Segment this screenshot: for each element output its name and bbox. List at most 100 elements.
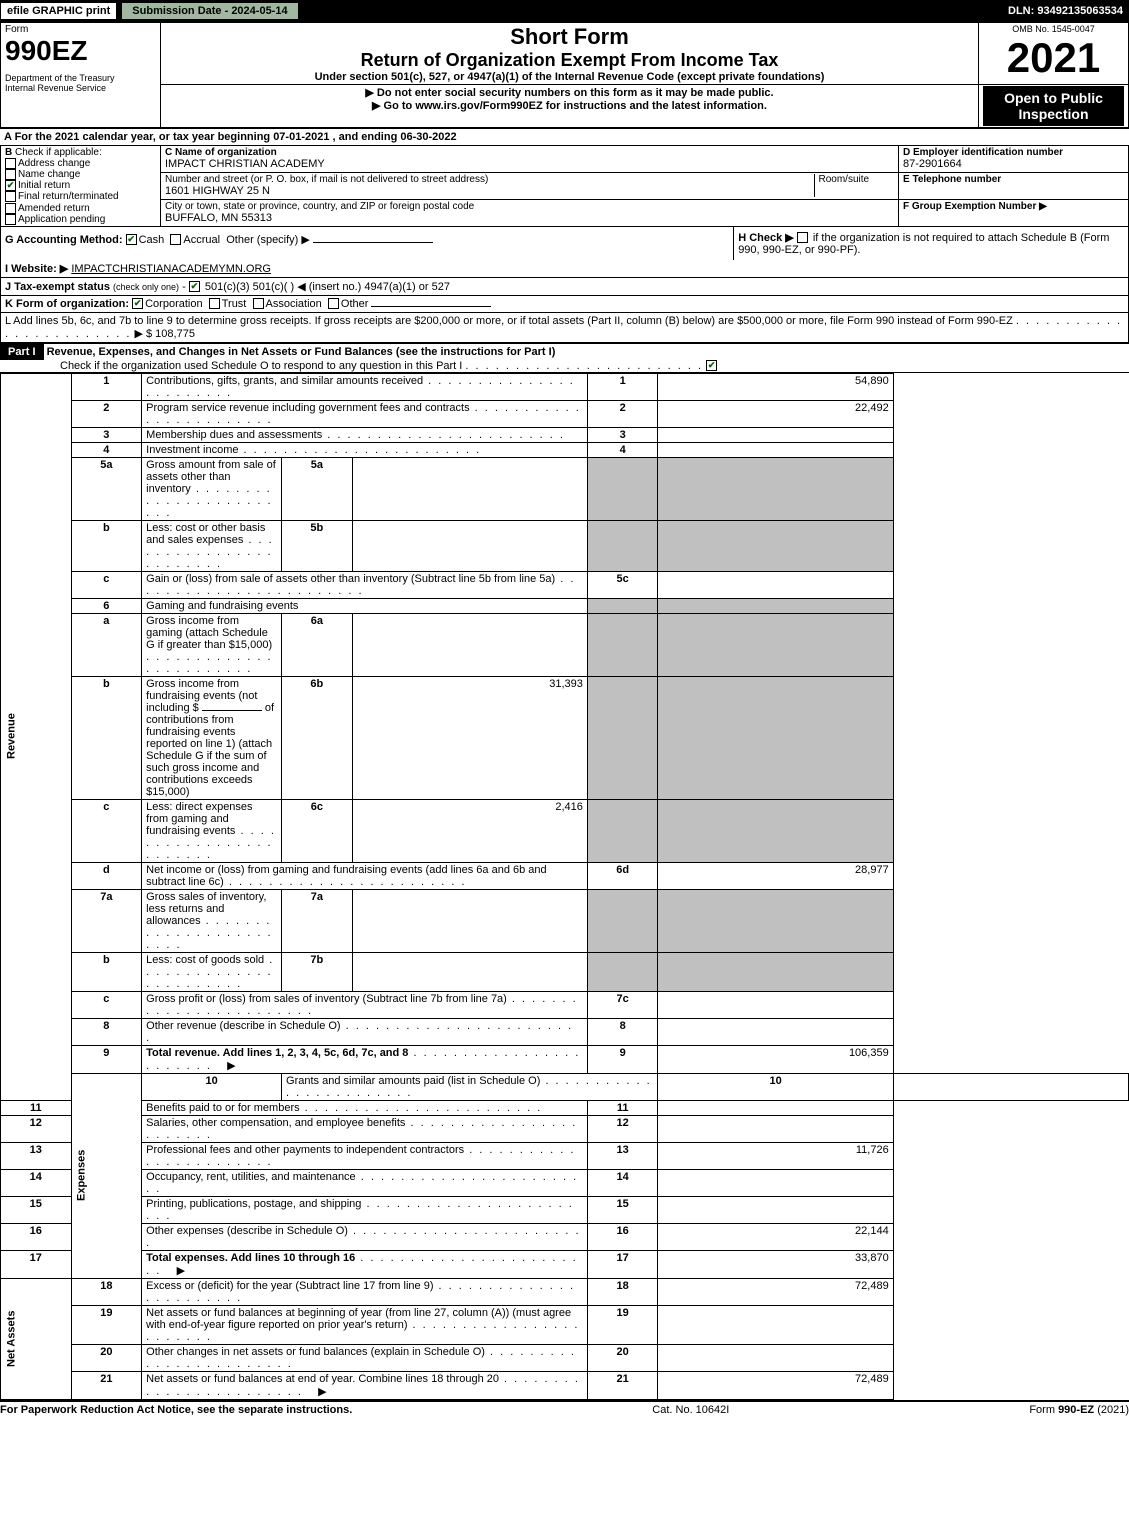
contributions-input[interactable] [202,710,262,711]
name-change-checkbox[interactable] [5,169,16,180]
final-return-checkbox[interactable] [5,191,16,202]
omb-number: OMB No. 1545-0047 [983,24,1124,34]
line-value: 11,726 [658,1142,893,1169]
website-instruction: ▶ Go to www.irs.gov/Form990EZ for instru… [165,99,974,112]
line-row: 4Investment income4 [1,442,1129,457]
line-desc: Salaries, other compensation, and employ… [142,1115,588,1142]
line-desc: Printing, publications, postage, and shi… [142,1196,588,1223]
mid-box: 7a [282,889,353,952]
paperwork-notice: For Paperwork Reduction Act Notice, see … [0,1404,352,1416]
expenses-side-label: Expenses [71,1073,142,1278]
line-number: 9 [71,1045,142,1073]
mid-value [352,520,587,571]
line-box: 20 [587,1344,658,1371]
line-value: 54,890 [658,373,893,400]
section-h-label: H Check ▶ [738,232,794,244]
line-desc: Benefits paid to or for members [142,1100,588,1115]
ein-value: 87-2901664 [903,158,1124,170]
line-box: 12 [587,1115,658,1142]
address-value: 1601 HIGHWAY 25 N [165,185,814,197]
line-row: Net Assets18Excess or (deficit) for the … [1,1278,1129,1305]
line-box: 5c [587,571,658,598]
line-row: cLess: direct expenses from gaming and f… [1,799,1129,862]
corporation-label: Corporation [145,298,202,310]
line-value [658,1018,893,1045]
line-desc: Grants and similar amounts paid (list in… [282,1073,658,1100]
line-desc: Occupancy, rent, utilities, and maintena… [142,1169,588,1196]
application-pending-checkbox[interactable] [5,214,16,225]
initial-return-checkbox[interactable] [5,180,16,191]
line-row: 13Professional fees and other payments t… [1,1142,1129,1169]
dln-number: DLN: 93492135063534 [1008,5,1129,17]
line-row: 6 Gaming and fundraising events [1,598,1129,613]
association-label: Association [266,298,322,310]
tax-year: 2021 [983,34,1124,82]
line-number: b [71,676,142,799]
schedule-b-desc: if the organization is not required to a… [738,232,1109,256]
line-value: 72,489 [658,1278,893,1305]
form-of-org-label: K Form of organization: [5,298,129,310]
501c3-checkbox[interactable] [189,281,200,292]
grey-value [658,520,893,571]
line-box: 1 [587,373,658,400]
line-row: dNet income or (loss) from gaming and fu… [1,862,1129,889]
line-desc: Contributions, gifts, grants, and simila… [142,373,588,400]
line-desc: Membership dues and assessments [142,427,588,442]
schedule-b-checkbox[interactable] [797,232,808,243]
line-number: b [71,520,142,571]
other-org-checkbox[interactable] [328,298,339,309]
address-change-checkbox[interactable] [5,158,16,169]
line-box: 9 [587,1045,658,1073]
schedule-o-checkbox[interactable] [706,360,717,371]
other-method-input[interactable] [313,242,433,243]
part-i-label: Part I [0,344,44,360]
part-i-header: Part I Revenue, Expenses, and Changes in… [0,343,1129,373]
mid-box: 5a [282,457,353,520]
line-number: 2 [71,400,142,427]
website-label: I Website: ▶ [5,263,68,275]
gross-receipts-value: 108,775 [155,328,195,340]
other-org-input[interactable] [371,306,491,307]
part-i-check-text: Check if the organization used Schedule … [60,360,462,372]
line-row: 20Other changes in net assets or fund ba… [1,1344,1129,1371]
line-row: 3Membership dues and assessments3 [1,427,1129,442]
line-number: c [71,799,142,862]
line-number: 17 [1,1250,72,1278]
top-bar: efile GRAPHIC print Submission Date - 20… [0,0,1129,22]
website-value[interactable]: IMPACTCHRISTIANACADEMYMN.ORG [71,263,271,275]
line-row: 2Program service revenue including gover… [1,400,1129,427]
line-value [658,571,893,598]
line-desc: Less: cost of goods sold [142,952,282,991]
application-pending-label: Application pending [18,214,105,225]
cash-checkbox[interactable] [126,234,137,245]
financial-lines-table: Revenue1Contributions, gifts, grants, an… [0,373,1129,1400]
section-d-label: D Employer identification number [903,147,1063,158]
section-a-tax-year: A For the 2021 calendar year, or tax yea… [0,128,1129,145]
accrual-checkbox[interactable] [170,234,181,245]
other-org-label: Other [341,298,369,310]
corporation-checkbox[interactable] [132,298,143,309]
subtitle: Under section 501(c), 527, or 4947(a)(1)… [165,71,974,83]
line-value: 22,144 [658,1223,893,1250]
efile-link[interactable]: efile GRAPHIC print [0,2,117,20]
line-row: cGain or (loss) from sale of assets othe… [1,571,1129,598]
line-number: 12 [1,1115,72,1142]
line-number: 8 [71,1018,142,1045]
line-row: b Gross income from fundraising events (… [1,676,1129,799]
line-box: 11 [587,1100,658,1115]
line-value [658,1115,893,1142]
line-number: 10 [142,1073,282,1100]
line-row: 19Net assets or fund balances at beginni… [1,1305,1129,1344]
line-desc: Other changes in net assets or fund bala… [142,1344,588,1371]
line-desc: Gaming and fundraising events [142,598,588,613]
association-checkbox[interactable] [253,298,264,309]
line-desc: Net assets or fund balances at end of ye… [142,1371,588,1399]
initial-return-label: Initial return [18,180,70,191]
ssn-warning: ▶ Do not enter social security numbers o… [165,86,974,99]
line-desc: Other revenue (describe in Schedule O) [142,1018,588,1045]
trust-checkbox[interactable] [209,298,220,309]
name-change-label: Name change [18,169,80,180]
mid-box: 5b [282,520,353,571]
amended-return-checkbox[interactable] [5,203,16,214]
line-value [658,1196,893,1223]
